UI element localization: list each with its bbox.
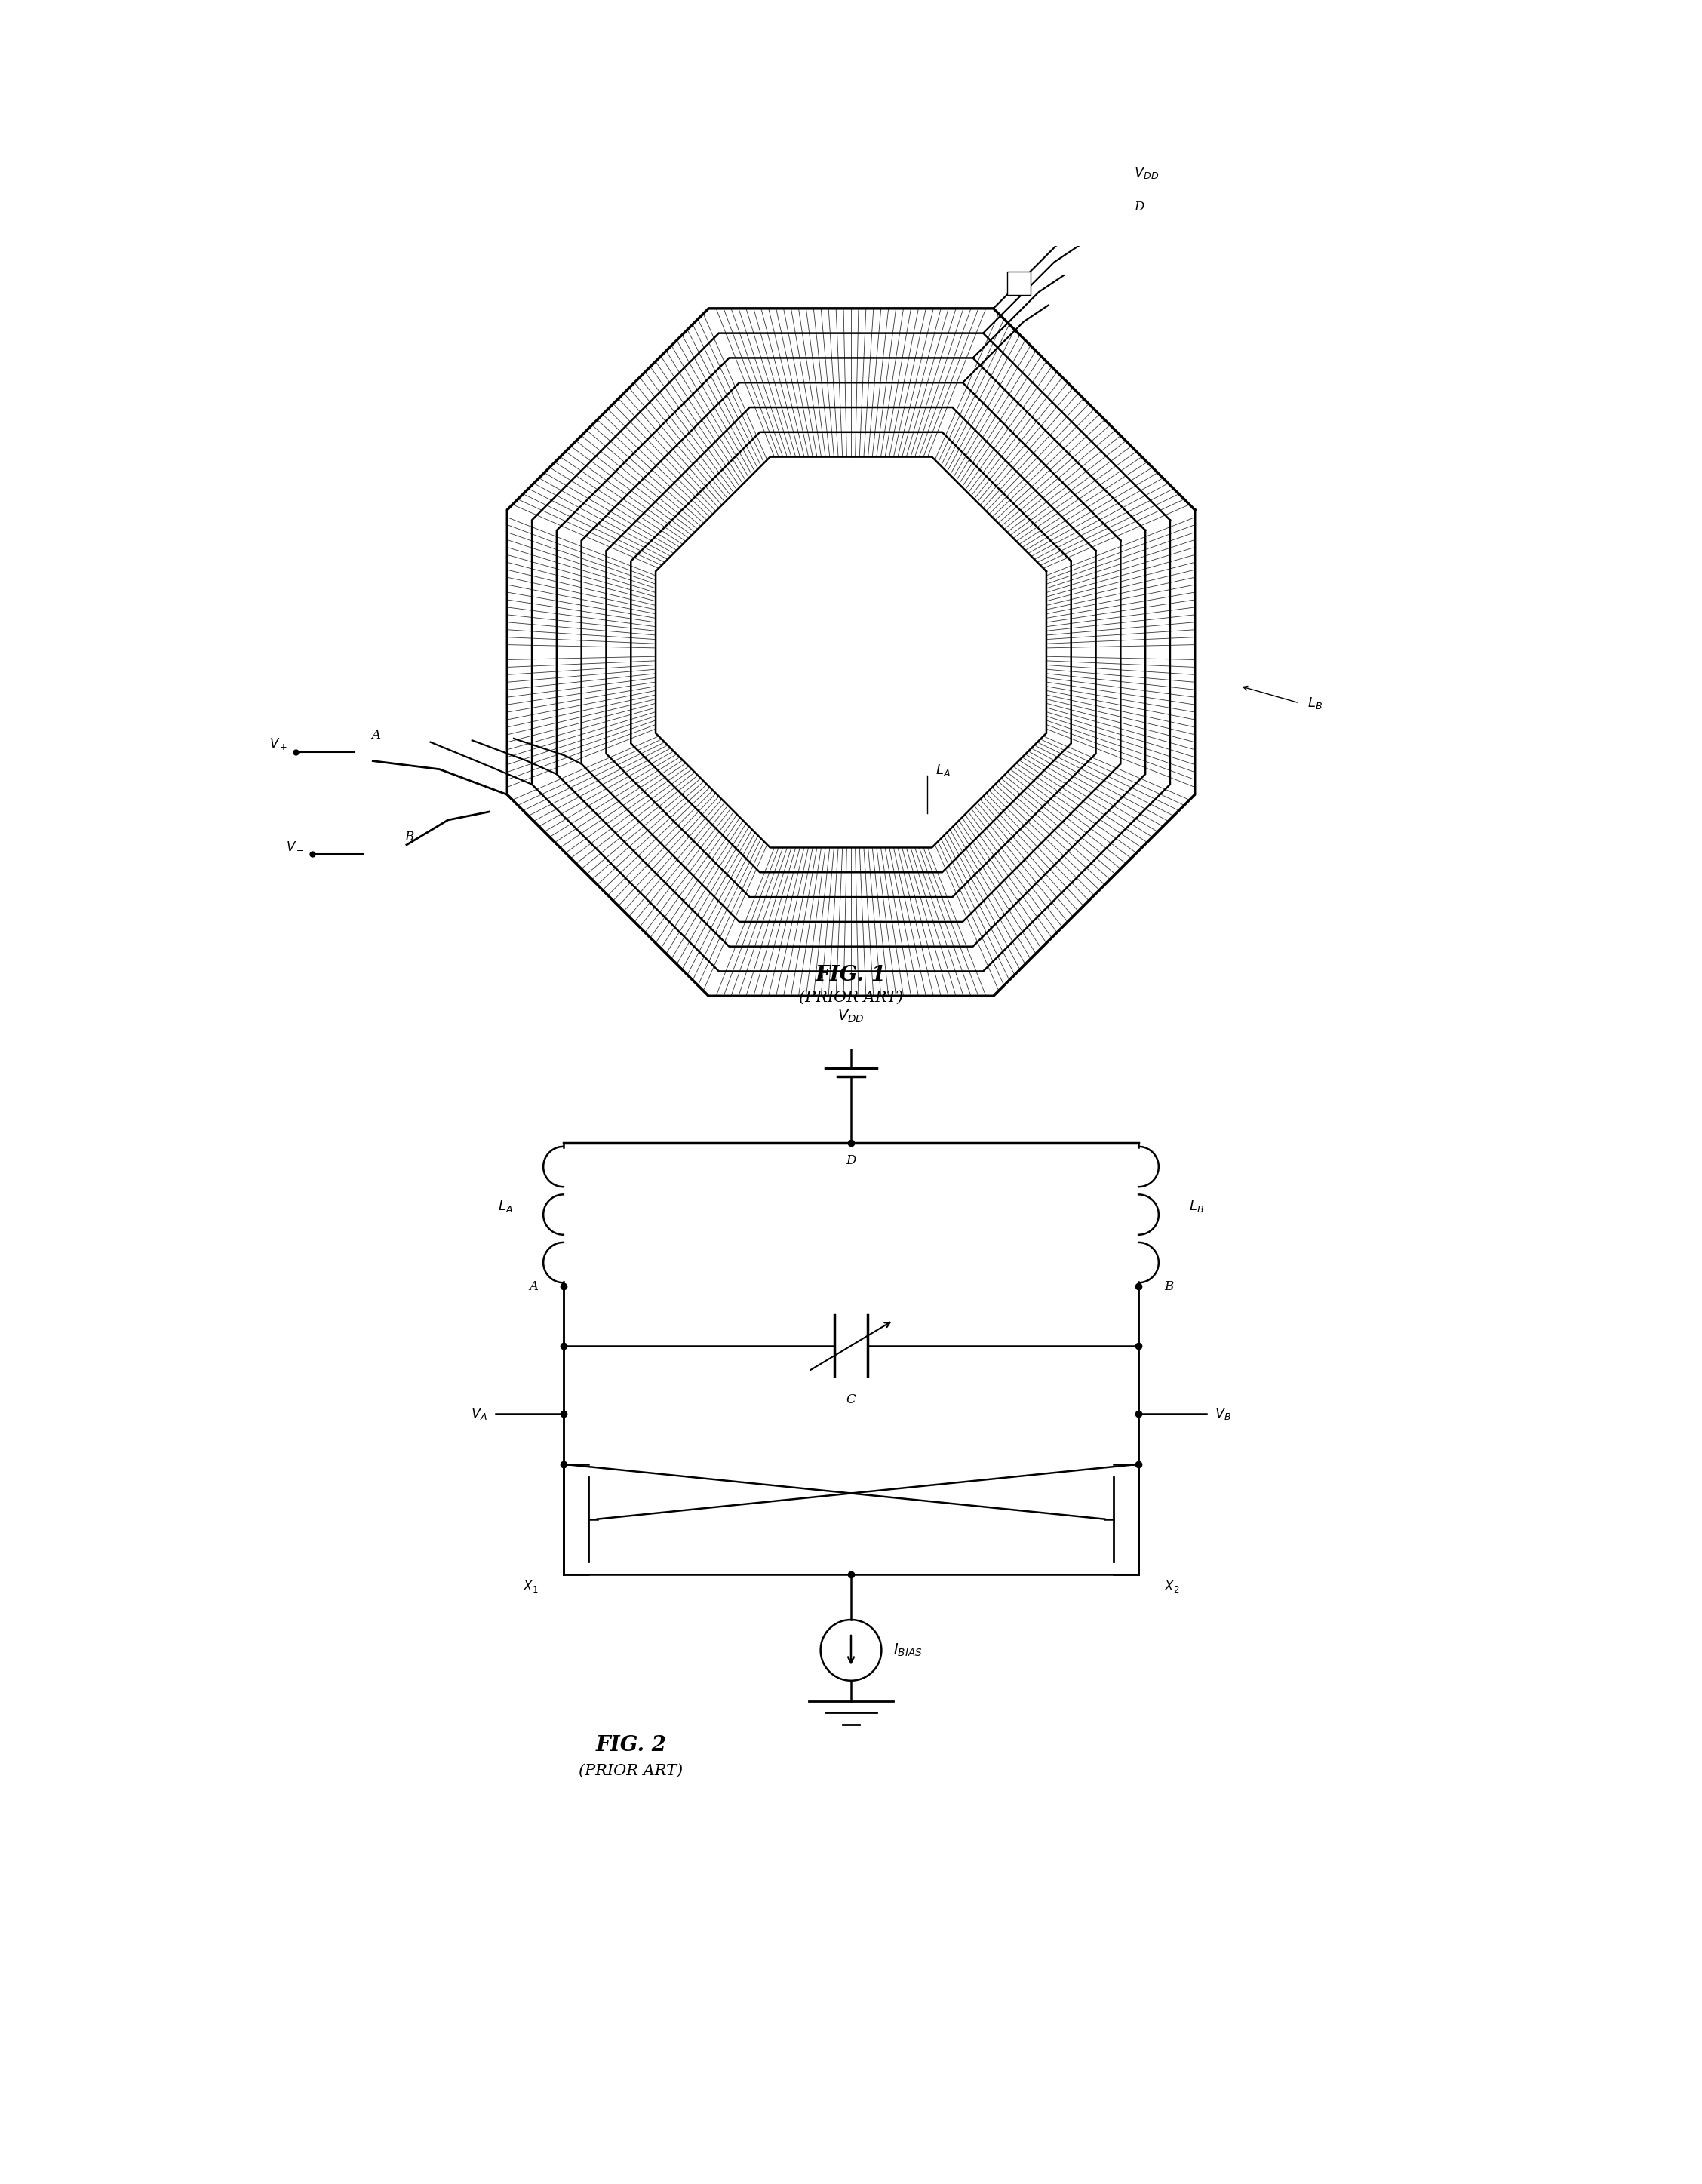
Text: $L_A$: $L_A$: [936, 762, 950, 778]
Text: FIG. 1: FIG. 1: [815, 965, 887, 985]
Text: $X_2$: $X_2$: [1164, 1579, 1179, 1594]
Text: D: D: [846, 1155, 856, 1168]
Text: A: A: [371, 729, 380, 743]
Text: A: A: [529, 1280, 538, 1293]
Text: $V_B$: $V_B$: [1215, 1406, 1232, 1422]
Text: (PRIOR ART): (PRIOR ART): [798, 992, 904, 1005]
Text: $V_{DD}$: $V_{DD}$: [837, 1009, 865, 1024]
Text: B: B: [1164, 1280, 1173, 1293]
Text: $V_+$: $V_+$: [269, 736, 288, 751]
Text: D: D: [1134, 201, 1144, 214]
Text: $L_A$: $L_A$: [497, 1199, 512, 1214]
Bar: [1008, 271, 1031, 295]
Text: $L_B$: $L_B$: [1307, 695, 1322, 710]
Text: $V_-$: $V_-$: [286, 839, 305, 852]
Text: $L_B$: $L_B$: [1190, 1199, 1205, 1214]
Text: $V_A$: $V_A$: [471, 1406, 487, 1422]
Text: $X_1$: $X_1$: [523, 1579, 538, 1594]
Text: $V_{DD}$: $V_{DD}$: [1134, 166, 1159, 181]
Text: B: B: [405, 830, 414, 843]
Text: FIG. 2: FIG. 2: [596, 1734, 667, 1756]
Text: (PRIOR ART): (PRIOR ART): [579, 1762, 683, 1778]
Text: C: C: [846, 1393, 856, 1406]
Text: $I_{BIAS}$: $I_{BIAS}$: [894, 1642, 922, 1658]
